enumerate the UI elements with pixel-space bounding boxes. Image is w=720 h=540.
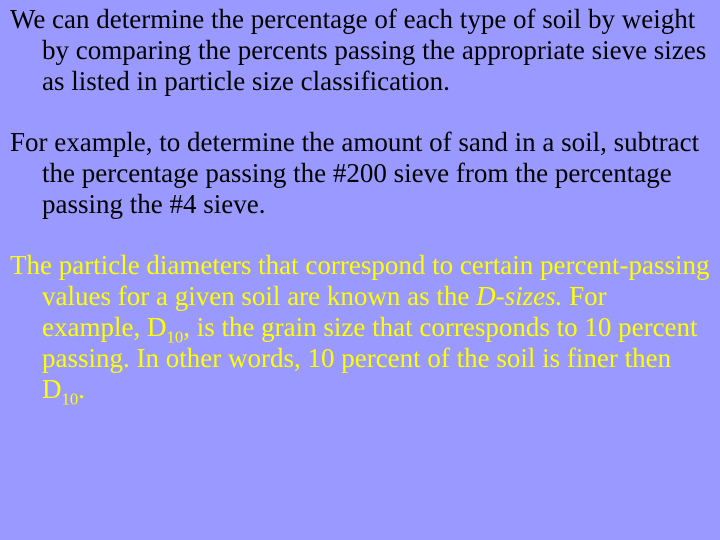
p3-run-7: . xyxy=(78,374,85,404)
p3-italic-dsizes: D-sizes. xyxy=(476,281,562,311)
paragraph-3: The particle diameters that correspond t… xyxy=(10,250,710,405)
paragraph-1-text: We can determine the percentage of each … xyxy=(10,4,706,96)
p3-subscript-2: 10 xyxy=(62,390,79,409)
slide-body: We can determine the percentage of each … xyxy=(0,0,720,540)
paragraph-2: For example, to determine the amount of … xyxy=(10,127,710,220)
paragraph-2-text: For example, to determine the amount of … xyxy=(10,127,699,219)
paragraph-1: We can determine the percentage of each … xyxy=(10,4,710,97)
